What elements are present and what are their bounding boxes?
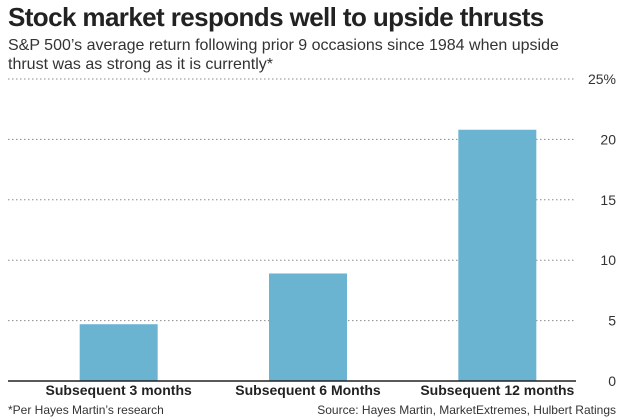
y-tick-label: 20 <box>600 131 616 147</box>
chart-title: Stock market responds well to upside thr… <box>8 2 544 32</box>
bar <box>458 129 537 381</box>
y-tick-label: 25% <box>588 71 616 87</box>
y-tick-label: 0 <box>608 373 616 389</box>
x-tick-label: Subsequent 12 months <box>420 382 574 398</box>
chart-subtitle: S&P 500’s average return following prior… <box>8 37 559 73</box>
x-tick-label: Subsequent 6 Months <box>235 382 381 398</box>
bar <box>269 273 347 381</box>
y-tick-label: 10 <box>600 252 616 268</box>
source-note: Source: Hayes Martin, MarketExtremes, Hu… <box>317 403 616 417</box>
x-tick-label: Subsequent 3 months <box>46 382 192 398</box>
footnote: *Per Hayes Martin’s research <box>8 403 164 417</box>
bar <box>79 324 158 381</box>
y-tick-label: 15 <box>600 192 616 208</box>
y-tick-label: 5 <box>608 313 616 329</box>
